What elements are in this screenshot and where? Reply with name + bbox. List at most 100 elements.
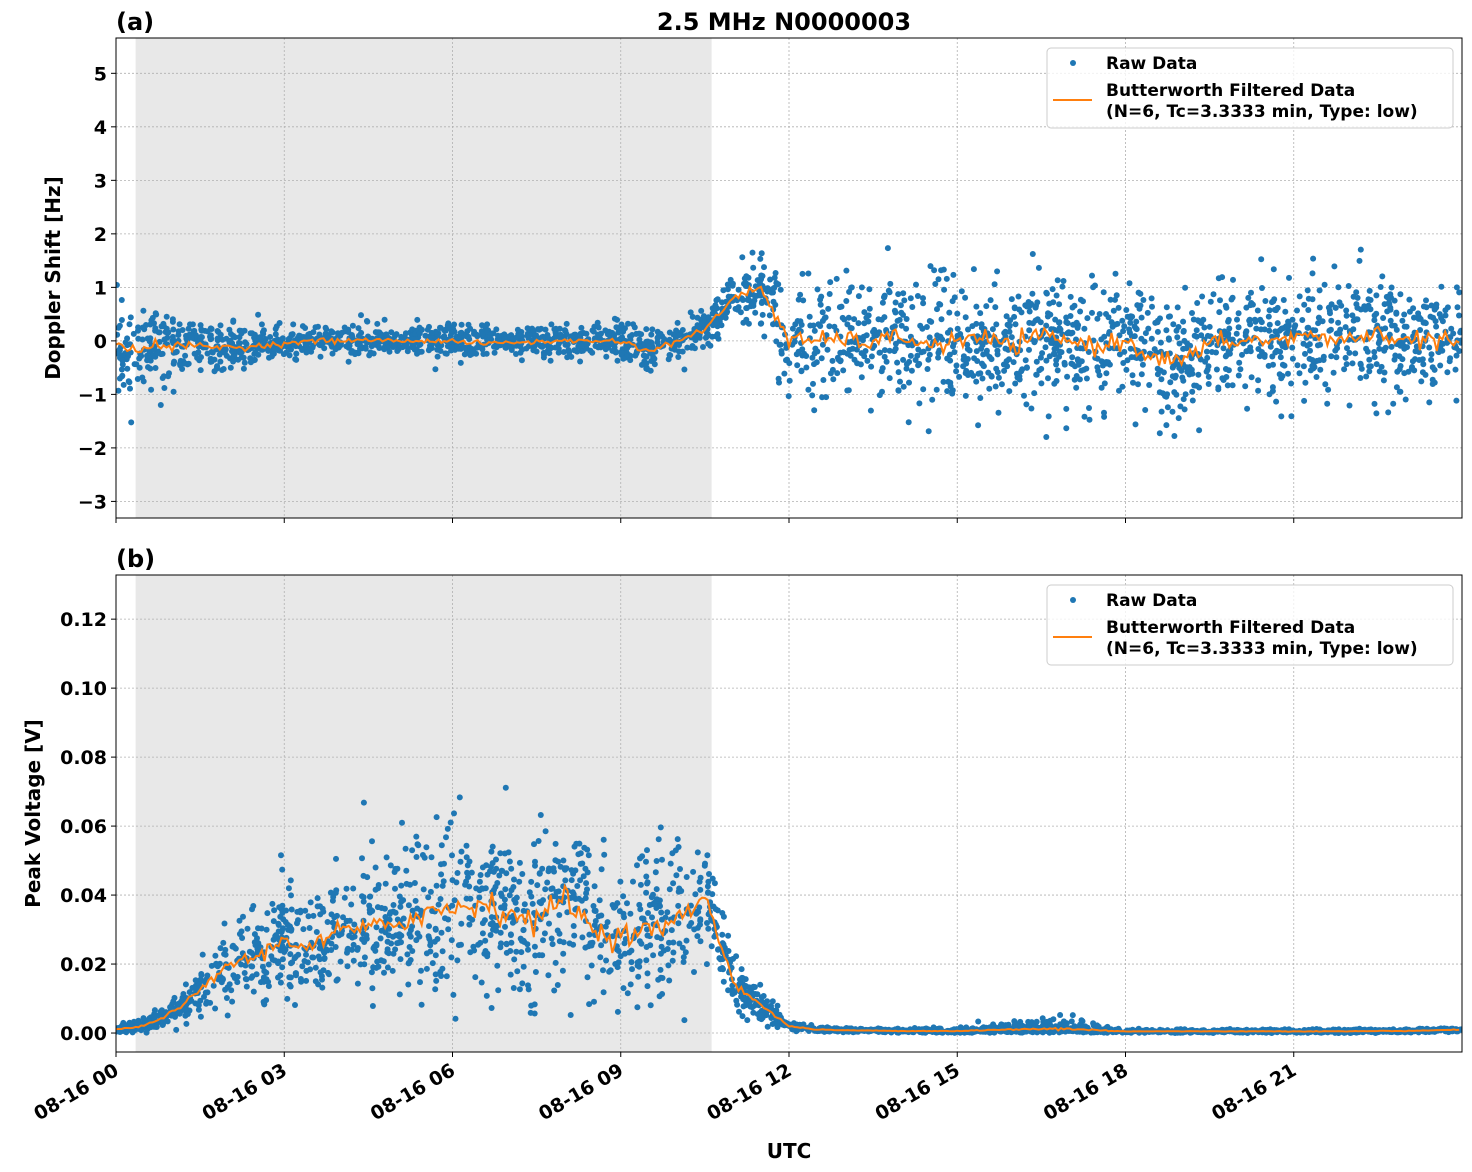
raw-data-point (1396, 366, 1403, 373)
raw-data-point (1418, 378, 1425, 385)
raw-data-point (1266, 307, 1273, 314)
raw-data-point (536, 952, 543, 959)
raw-data-point (126, 379, 133, 386)
raw-data-point (577, 860, 584, 867)
raw-data-point (823, 394, 830, 401)
y-tick-label: 5 (94, 63, 107, 85)
raw-data-point (577, 877, 584, 884)
raw-data-point (709, 891, 716, 898)
raw-data-point (582, 944, 589, 951)
raw-data-point (1184, 340, 1191, 347)
raw-data-point (471, 947, 478, 954)
raw-data-point (1294, 362, 1301, 369)
raw-data-point (539, 865, 546, 872)
raw-data-point (1320, 357, 1327, 363)
raw-data-point (479, 346, 486, 353)
raw-data-point (432, 366, 439, 373)
raw-data-point (292, 1002, 298, 1008)
raw-data-point (488, 914, 495, 921)
raw-data-point (735, 304, 742, 311)
raw-data-point (666, 352, 673, 358)
raw-data-point (197, 336, 204, 343)
raw-data-point (303, 349, 310, 356)
raw-data-point (643, 326, 650, 333)
raw-data-point (1006, 388, 1013, 395)
raw-data-point (439, 965, 446, 972)
raw-data-point (454, 870, 461, 876)
raw-data-point (1127, 319, 1134, 326)
filtered-data-line (116, 284, 1460, 368)
raw-data-point (900, 290, 907, 297)
raw-data-point (210, 982, 217, 989)
raw-data-point (866, 286, 873, 293)
raw-data-point (915, 346, 922, 353)
raw-data-point (182, 352, 189, 359)
raw-data-point (881, 294, 888, 301)
raw-data-point (596, 897, 603, 904)
raw-data-point (135, 335, 142, 342)
raw-data-point (1132, 421, 1139, 428)
raw-data-point (950, 343, 956, 350)
raw-data-point (871, 326, 878, 333)
raw-data-point (705, 878, 712, 885)
raw-data-point (236, 349, 243, 356)
raw-data-point (970, 266, 977, 273)
raw-data-point (1018, 309, 1025, 316)
raw-data-point (653, 886, 660, 893)
raw-data-point (467, 895, 474, 902)
raw-data-point (602, 346, 609, 353)
raw-data-point (1004, 321, 1011, 328)
raw-data-point (569, 889, 576, 896)
raw-data-point (199, 951, 206, 958)
raw-data-point (912, 357, 919, 363)
raw-data-point (368, 907, 374, 913)
raw-data-point (1101, 413, 1108, 420)
raw-data-point (1018, 368, 1025, 375)
raw-data-point (1457, 329, 1462, 336)
raw-data-point (432, 986, 439, 993)
raw-data-point (983, 303, 990, 310)
raw-data-point (351, 921, 358, 928)
raw-data-point (814, 348, 821, 355)
raw-data-point (428, 329, 435, 336)
raw-data-point (834, 370, 841, 377)
raw-data-point (1381, 369, 1388, 376)
raw-data-point (1053, 361, 1060, 368)
raw-data-point (278, 852, 284, 859)
raw-data-point (736, 981, 743, 988)
raw-data-point (1343, 307, 1350, 314)
raw-data-point (161, 336, 168, 343)
raw-data-point (919, 325, 926, 332)
raw-data-point (324, 919, 331, 925)
raw-data-point (995, 409, 1002, 416)
raw-data-point (711, 880, 718, 887)
raw-data-point (303, 951, 309, 958)
raw-data-point (1169, 364, 1176, 371)
raw-data-point (1043, 434, 1050, 440)
legend-filtered-params: (N=6, Tc=3.3333 min, Type: low) (1106, 102, 1418, 122)
raw-data-point (797, 291, 804, 298)
raw-data-point (247, 330, 254, 337)
raw-data-point (1273, 398, 1280, 405)
raw-data-point (932, 281, 939, 287)
raw-data-point (706, 871, 712, 877)
raw-data-point (1453, 284, 1460, 291)
raw-data-point (1261, 326, 1268, 333)
raw-data-point (1053, 357, 1060, 364)
raw-data-point (644, 926, 650, 933)
raw-data-point (221, 348, 227, 355)
raw-data-point (783, 357, 789, 364)
raw-data-point (944, 388, 951, 395)
raw-data-point (426, 923, 432, 930)
raw-data-point (488, 848, 495, 855)
raw-data-point (710, 903, 717, 910)
raw-data-point (809, 392, 816, 399)
raw-data-point (417, 979, 423, 986)
raw-data-point (845, 314, 852, 321)
raw-data-point (751, 1002, 758, 1009)
raw-data-point (1453, 397, 1460, 404)
raw-data-point (214, 335, 221, 342)
raw-data-point (116, 375, 123, 382)
raw-data-point (486, 336, 493, 343)
raw-data-point (1120, 328, 1127, 335)
